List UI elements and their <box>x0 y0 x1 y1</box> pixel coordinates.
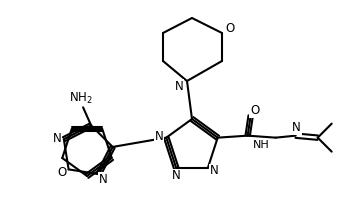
Text: N: N <box>292 121 301 134</box>
Text: NH: NH <box>253 140 270 150</box>
Text: O: O <box>225 22 235 36</box>
Text: N: N <box>52 132 61 145</box>
Text: NH$_2$: NH$_2$ <box>69 91 93 106</box>
Text: O: O <box>250 104 259 117</box>
Text: O: O <box>57 166 66 179</box>
Text: N: N <box>175 79 183 93</box>
Text: N: N <box>172 169 181 182</box>
Text: N: N <box>155 130 164 143</box>
Text: N: N <box>99 173 107 186</box>
Text: N: N <box>209 164 218 177</box>
